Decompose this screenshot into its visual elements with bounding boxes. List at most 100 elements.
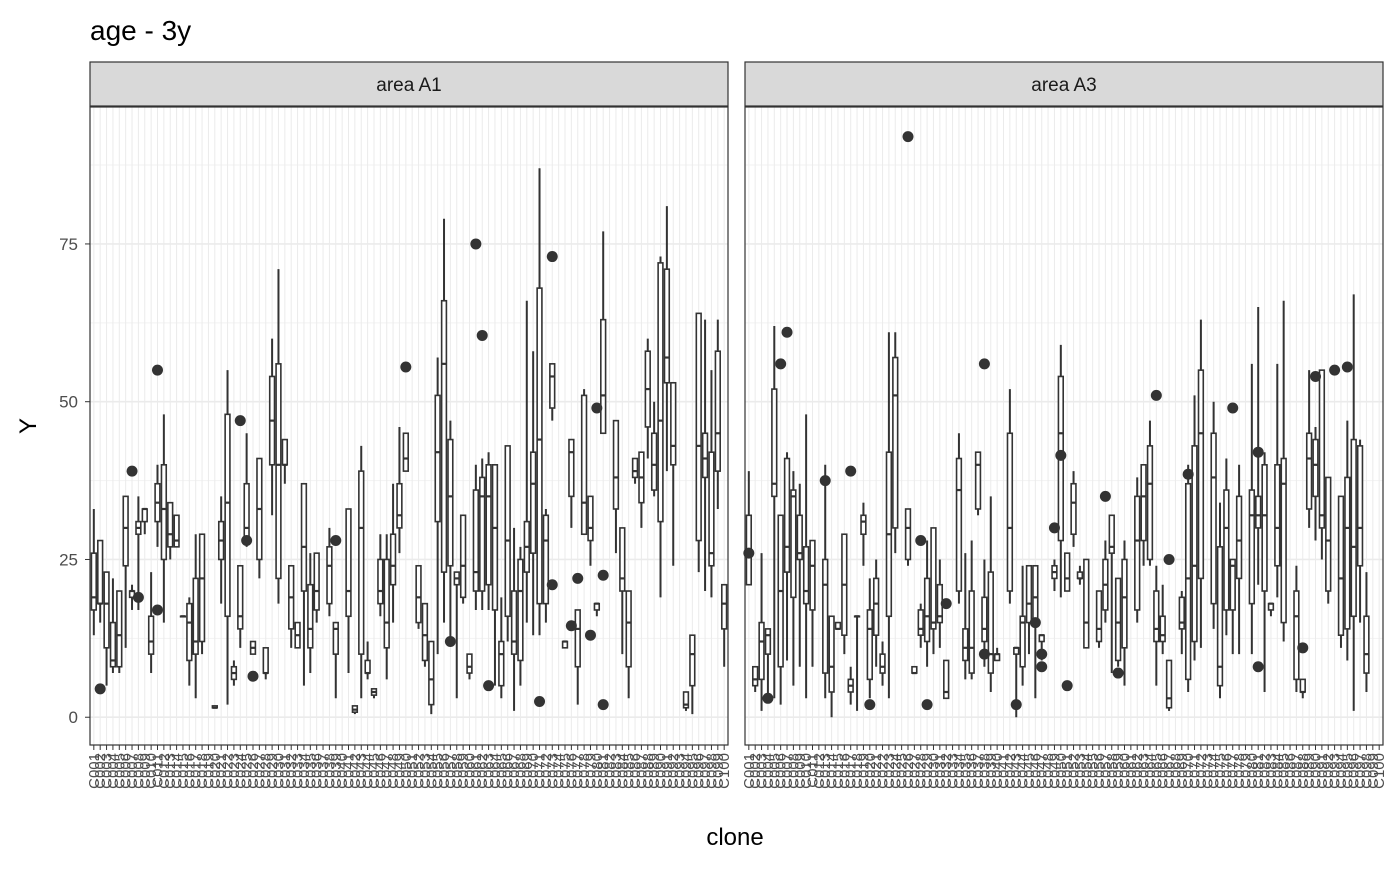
x-tick-label: C042	[1002, 753, 1019, 789]
x-tick-label: C021	[213, 753, 230, 789]
box	[224, 413, 231, 618]
box	[670, 381, 677, 466]
x-tick-label: C067	[506, 753, 523, 789]
outlier	[597, 699, 609, 711]
x-tick-label: C066	[500, 753, 517, 789]
box	[345, 508, 352, 618]
x-tick-label: C059	[455, 753, 472, 789]
outlier	[94, 683, 106, 695]
x-tick-label: C030	[270, 753, 287, 789]
x-tick-label: C074	[551, 753, 568, 789]
outlier	[1048, 522, 1060, 534]
x-tick-label: C023	[881, 753, 898, 789]
outlier	[591, 402, 603, 414]
x-tick-label: C100	[1371, 753, 1388, 789]
outlier	[781, 326, 793, 338]
box	[116, 590, 123, 668]
box	[517, 558, 524, 662]
outlier	[1029, 617, 1041, 629]
x-tick-label: C061	[468, 753, 485, 789]
x-tick-label: C027	[906, 753, 923, 789]
x-tick-label: C069	[519, 753, 536, 789]
x-tick-label: C030	[925, 753, 942, 789]
x-tick-label: C065	[1148, 753, 1165, 789]
x-tick-label: C087	[633, 753, 650, 789]
box	[872, 577, 880, 636]
outlier	[330, 535, 342, 547]
outlier	[1252, 446, 1264, 458]
box	[1165, 659, 1173, 709]
box	[96, 539, 104, 605]
x-tick-label: C058	[1104, 753, 1121, 789]
chart-title: age - 3y	[90, 15, 191, 46]
x-tick-label: C100	[716, 753, 733, 789]
x-tick-label: C048	[1040, 753, 1057, 789]
x-tick-label: C028	[913, 753, 930, 789]
x-tick-label: C087	[1288, 753, 1305, 789]
x-tick-label: C032	[283, 753, 300, 789]
x-tick-label: C080	[1244, 753, 1261, 789]
box	[955, 457, 963, 592]
outlier	[1055, 449, 1067, 461]
x-tick-label: C022	[875, 753, 892, 789]
box	[281, 438, 289, 466]
outlier	[1036, 661, 1048, 673]
box	[1083, 558, 1090, 649]
box	[396, 482, 403, 529]
box	[529, 451, 537, 554]
box	[1299, 678, 1306, 693]
x-tick-label: C085	[1276, 753, 1293, 789]
y-tick-label: 0	[69, 708, 78, 727]
outlier	[845, 465, 857, 477]
box	[974, 451, 982, 510]
box	[962, 628, 969, 662]
x-tick-label: C029	[919, 753, 936, 789]
box	[377, 558, 384, 605]
box	[1350, 438, 1357, 618]
box	[1146, 445, 1154, 561]
x-tick-label: C067	[1161, 753, 1178, 789]
x-tick-label: C071	[532, 753, 549, 789]
x-tick-label: C097	[1352, 753, 1369, 789]
outlier	[1341, 361, 1353, 373]
x-tick-label: C045	[366, 753, 383, 789]
x-tick-label: C019	[200, 753, 217, 789]
x-tick-label: C079	[582, 753, 599, 789]
x-tick-label: C026	[245, 753, 262, 789]
box	[1344, 476, 1351, 630]
x-tick-label: C071	[1187, 753, 1204, 789]
box	[1121, 558, 1128, 649]
x-tick-label: C009	[137, 753, 154, 789]
x-tick-label: C008	[130, 753, 147, 789]
outlier	[1112, 667, 1124, 679]
x-tick-label: C024	[232, 753, 249, 789]
box	[580, 394, 588, 536]
x-tick-label: C095	[1339, 753, 1356, 789]
panel-border	[744, 106, 1384, 746]
outlier	[400, 361, 412, 373]
x-tick-label: C094	[1333, 753, 1350, 789]
y-tick-label: 50	[59, 393, 78, 412]
x-tick-label: C025	[239, 753, 256, 789]
x-tick-label: C088	[640, 753, 657, 789]
box	[1063, 552, 1071, 592]
x-tick-label: C035	[957, 753, 974, 789]
box	[879, 653, 886, 674]
box	[1178, 596, 1185, 630]
box	[491, 464, 499, 611]
box	[421, 602, 429, 662]
x-tick-label: C037	[315, 753, 332, 789]
x-tick-label: C011	[149, 753, 166, 788]
x-tick-label: C013	[817, 753, 834, 789]
box	[1318, 369, 1326, 529]
y-axis-label: Y	[15, 418, 42, 434]
x-tick-label: C098	[1358, 753, 1375, 789]
x-tick-label: C034	[951, 753, 968, 789]
outlier	[476, 329, 488, 341]
box	[1210, 432, 1217, 605]
facet-strip	[744, 61, 1384, 107]
box	[764, 628, 772, 655]
box	[307, 583, 314, 649]
box	[173, 514, 180, 548]
x-tick-label: C001	[741, 753, 758, 789]
